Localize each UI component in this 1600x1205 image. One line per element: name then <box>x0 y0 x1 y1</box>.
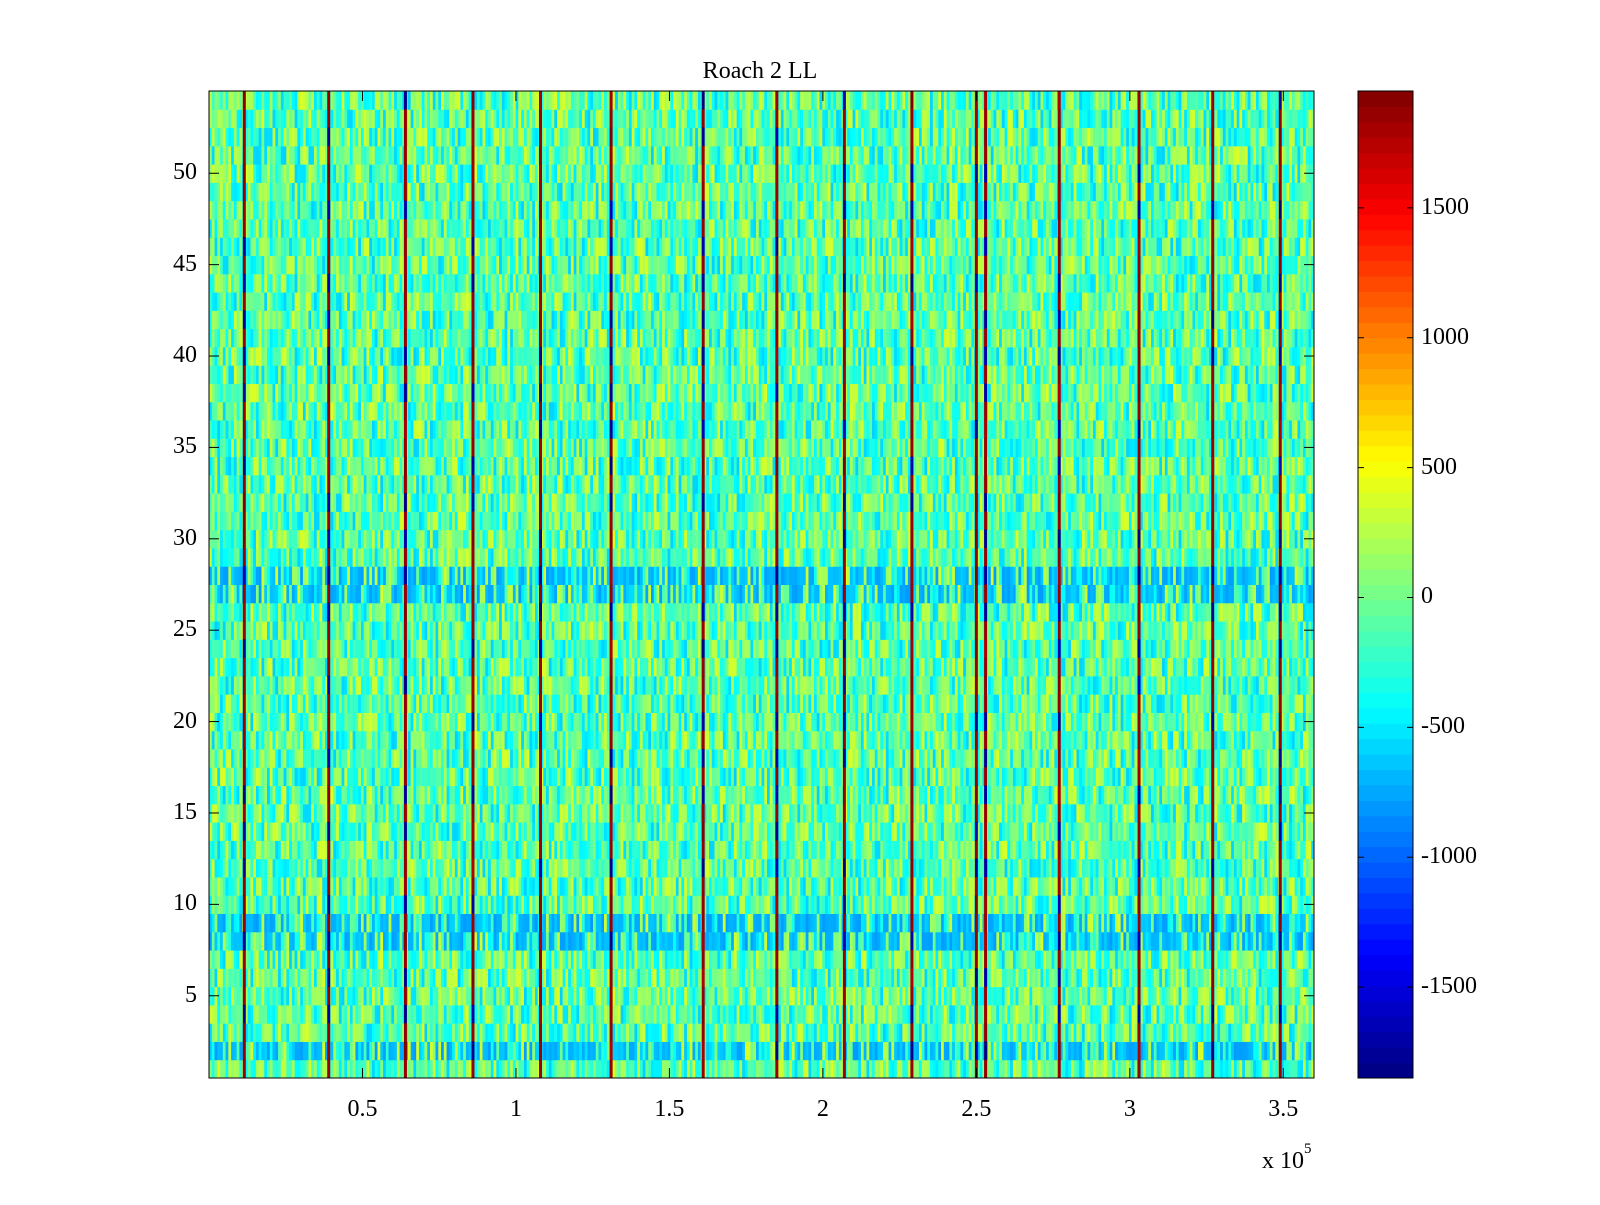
heatmap-layer <box>209 91 1315 1079</box>
